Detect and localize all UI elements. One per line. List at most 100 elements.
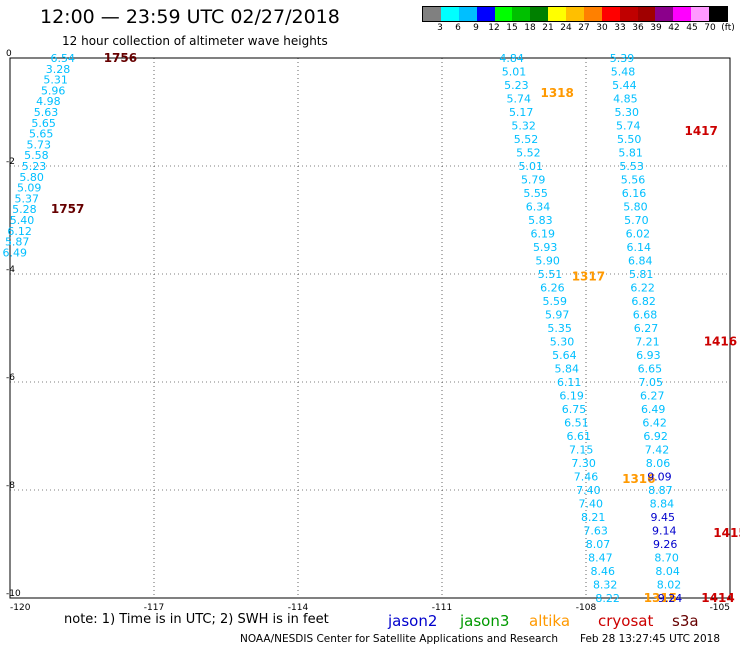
wave-height-value: 5.74	[507, 93, 532, 106]
wave-height-value: 5.35	[547, 322, 572, 335]
wave-height-value: 6.42	[642, 417, 667, 430]
wave-height-value: 7.40	[579, 498, 604, 511]
x-tick-label: -105	[710, 603, 730, 613]
wave-height-value: 5.80	[19, 171, 44, 184]
y-tick-label: -8	[6, 481, 15, 491]
wave-height-value: 6.19	[531, 228, 556, 241]
wave-height-value: 6.51	[564, 417, 589, 430]
wave-height-value: 6.61	[567, 430, 592, 443]
wave-height-value: 5.74	[616, 120, 641, 133]
color-swatch	[637, 7, 656, 21]
pass-time-label: 1415	[713, 526, 740, 540]
wave-height-value: 7.05	[639, 376, 664, 389]
x-tick-label: -117	[144, 603, 164, 613]
wave-height-value: 8.22	[595, 592, 620, 605]
pass-time-label: 1417	[684, 124, 717, 138]
wave-height-value: 5.28	[12, 203, 37, 216]
wave-height-value: 5.39	[610, 52, 635, 65]
wave-height-value: 5.84	[555, 363, 580, 376]
wave-height-value: 6.34	[526, 201, 551, 214]
wave-height-value: 3.28	[46, 63, 71, 76]
wave-height-value: 5.17	[509, 106, 534, 119]
wave-height-value: 7.40	[576, 484, 601, 497]
color-swatch	[691, 7, 709, 21]
wave-height-value: 5.50	[617, 133, 642, 146]
plot-frame	[9, 57, 731, 599]
pass-time-label: 1757	[51, 202, 84, 216]
color-swatch	[673, 7, 692, 21]
wave-height-value: 4.98	[36, 95, 61, 108]
wave-height-value: 7.15	[569, 444, 594, 457]
color-swatch	[583, 7, 602, 21]
wave-height-value: 5.44	[612, 79, 637, 92]
wave-height-value: 6.16	[622, 187, 647, 200]
wave-height-value: 5.63	[34, 106, 59, 119]
wave-height-value: 6.54	[51, 52, 76, 65]
wave-height-value: 8.07	[586, 538, 611, 551]
wave-height-value: 9.09	[647, 471, 672, 484]
wave-height-value: 9.26	[653, 538, 678, 551]
wave-height-value: 5.53	[619, 160, 644, 173]
wave-height-value: 8.84	[650, 498, 675, 511]
wave-height-value: 6.49	[641, 403, 666, 416]
wave-height-value: 9.14	[652, 525, 677, 538]
color-scale-bar	[422, 6, 728, 22]
color-scale-label: 42	[668, 23, 680, 33]
x-tick-label: -111	[432, 603, 452, 613]
color-swatch	[655, 7, 674, 21]
color-swatch	[709, 7, 727, 21]
color-scale-label: 36	[632, 23, 644, 33]
wave-height-value: 6.93	[636, 349, 661, 362]
x-tick-label: -108	[576, 603, 597, 613]
wave-height-value: 9.24	[658, 592, 683, 605]
color-swatch	[619, 7, 638, 21]
color-scale-label: 3	[437, 23, 443, 33]
x-tick-label: -114	[288, 603, 309, 613]
generated-timestamp: Feb 28 13:27:45 UTC 2018	[580, 633, 720, 645]
legend-altika: altika	[529, 612, 571, 630]
color-swatch	[548, 7, 566, 21]
wave-height-value: 6.02	[626, 228, 651, 241]
color-scale-label: 33	[614, 23, 626, 33]
color-scale-label: 45	[686, 23, 698, 33]
wave-height-value: 5.51	[538, 268, 563, 281]
color-swatch	[423, 7, 441, 21]
wave-height-value: 5.01	[502, 66, 527, 79]
wave-height-value: 4.84	[499, 52, 524, 65]
color-scale-label: 9	[473, 23, 479, 33]
pass-time-label: 1416	[704, 335, 737, 349]
credit-line: NOAA/NESDIS Center for Satellite Applica…	[240, 633, 558, 645]
units-note: note: 1) Time is in UTC; 2) SWH is in fe…	[64, 612, 329, 627]
wave-height-value: 5.23	[22, 160, 47, 173]
wave-height-value: 5.09	[17, 182, 42, 195]
wave-height-value: 6.27	[640, 390, 665, 403]
color-swatch	[530, 7, 549, 21]
wave-height-value: 5.90	[535, 255, 560, 268]
legend-jason3: jason3	[460, 612, 510, 630]
wave-height-value: 9.45	[651, 511, 676, 524]
wave-height-value: 5.70	[624, 214, 649, 227]
wave-height-value: 5.65	[29, 128, 54, 141]
y-tick-label: 0	[6, 49, 12, 59]
wave-height-value: 6.82	[631, 295, 656, 308]
wave-height-value: 6.11	[557, 376, 582, 389]
y-tick-label: -2	[6, 157, 15, 167]
color-scale-label: 15	[506, 23, 518, 33]
wave-height-value: 5.30	[550, 336, 575, 349]
wave-height-value: 6.19	[559, 390, 584, 403]
wave-height-value: 5.52	[514, 133, 539, 146]
wave-height-value: 8.02	[657, 579, 682, 592]
wave-height-value: 5.48	[611, 66, 636, 79]
color-swatch	[512, 7, 531, 21]
wave-height-value: 5.81	[629, 268, 654, 281]
color-swatch	[476, 7, 495, 21]
y-tick-label: -4	[6, 265, 15, 275]
wave-height-value: 5.56	[621, 174, 646, 187]
wave-height-value: 5.87	[5, 236, 30, 249]
color-scale-label: 27	[578, 23, 590, 33]
color-swatch	[601, 7, 620, 21]
pass-time-label: 1317	[572, 270, 605, 284]
wave-height-value: 6.22	[630, 282, 655, 295]
wave-height-value: 5.40	[10, 214, 35, 227]
wave-height-value: 6.92	[643, 430, 668, 443]
